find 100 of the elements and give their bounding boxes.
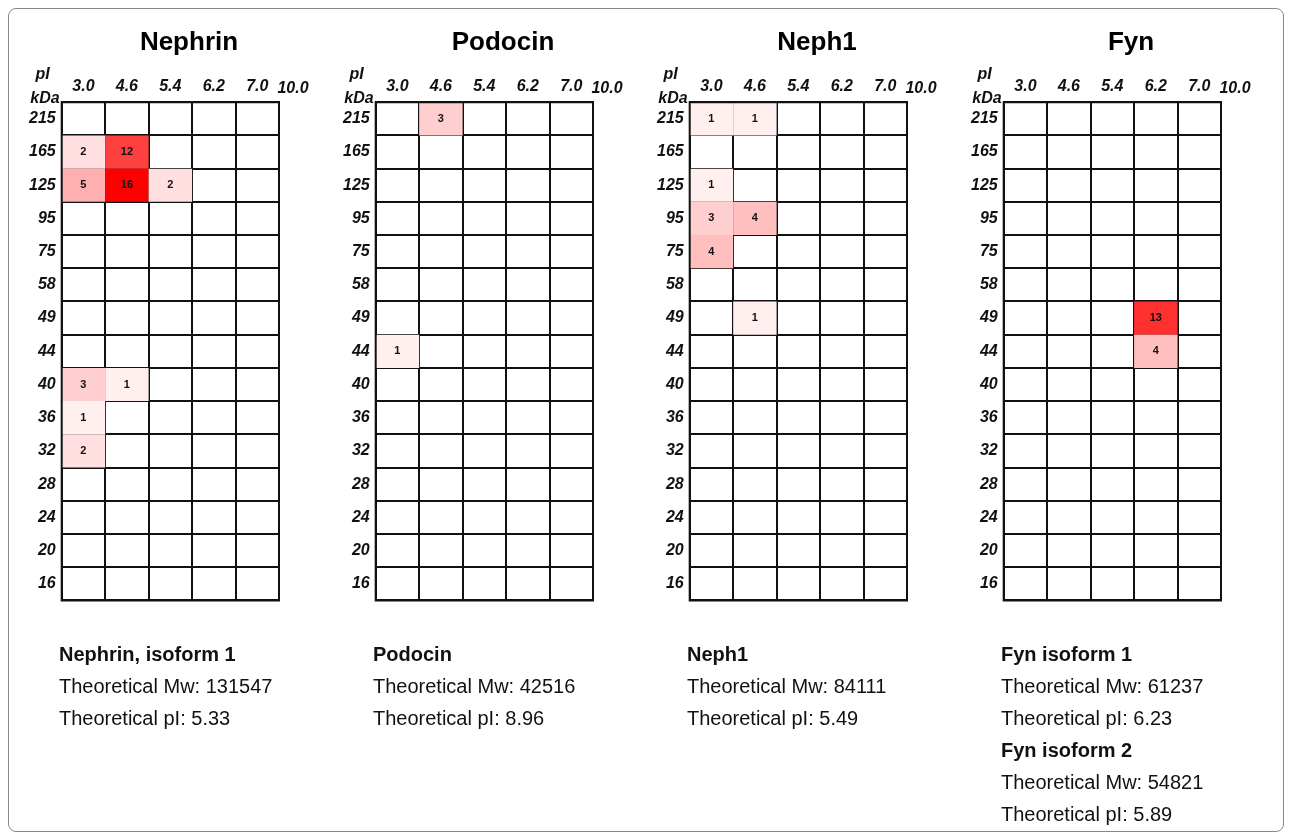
y-tick-label: 75: [665, 242, 685, 260]
chart-title: Podocin: [450, 25, 556, 58]
y-tick-label: 215: [969, 109, 999, 127]
text: Nephrin, isoform 1: [59, 642, 237, 667]
y-tick-label: 36: [665, 408, 684, 426]
text: Theoretical pI: 8.96: [373, 706, 546, 731]
x-tick-label: 5.4: [159, 77, 182, 95]
text: Theoretical Mw: 54821: [1001, 770, 1204, 795]
x-tick-label: 6.2: [1144, 77, 1168, 95]
y-tick-label: 16: [665, 574, 684, 592]
y-tick-label: 75: [37, 242, 57, 260]
text: Fyn isoform 2: [1001, 738, 1134, 763]
x-axis-title: pI: [976, 64, 993, 82]
y-tick-label: 125: [656, 175, 685, 193]
x-tick-label: 4.6: [1056, 77, 1081, 95]
data-label: 1: [80, 410, 87, 423]
data-label: 2: [80, 145, 87, 158]
data-label: 4: [1152, 344, 1160, 357]
data-label: 12: [120, 145, 134, 158]
y-tick-label: 49: [664, 308, 684, 326]
x-tick-label: 3.0: [700, 77, 723, 95]
data-label: 1: [708, 111, 715, 124]
x-tick-label: 7.0: [874, 77, 897, 95]
data-label: 1: [123, 377, 130, 390]
y-tick-label: 36: [351, 408, 370, 426]
y-tick-label: 24: [350, 507, 370, 525]
y-axis-title: kDa: [658, 88, 688, 106]
y-tick-label: 24: [36, 507, 56, 525]
text: Neph1: [687, 642, 750, 667]
y-tick-label: 24: [978, 507, 998, 525]
x-axis-title: pI: [34, 64, 51, 82]
y-tick-label: 28: [978, 474, 998, 492]
x-tick-label: 3.0: [72, 77, 95, 95]
chart-title: Fyn: [1106, 25, 1156, 58]
y-tick-label: 16: [979, 574, 998, 592]
y-axis-title: kDa: [344, 88, 374, 106]
y-tick-label: 58: [37, 275, 56, 293]
y-tick-label: 32: [665, 441, 684, 459]
y-tick-label: 58: [979, 275, 998, 293]
y-tick-label: 165: [342, 142, 371, 160]
y-tick-label: 32: [351, 441, 370, 459]
y-tick-label: 49: [36, 308, 56, 326]
data-label: 5: [80, 178, 87, 191]
text: Theoretical pI: 5.89: [1001, 802, 1174, 827]
y-tick-label: 44: [664, 341, 684, 359]
x-tick-label: 3.0: [386, 77, 409, 95]
y-tick-label: 125: [342, 175, 371, 193]
x-tick-label: 4.6: [114, 77, 139, 95]
y-tick-label: 125: [970, 175, 999, 193]
y-tick-label: 36: [979, 408, 998, 426]
y-tick-label: 215: [27, 109, 57, 127]
text: Theoretical pI: 6.23: [1001, 706, 1174, 731]
y-tick-label: 36: [37, 408, 56, 426]
y-tick-label: 49: [350, 308, 370, 326]
x-axis-title: pI: [662, 64, 679, 82]
y-tick-label: 215: [655, 109, 685, 127]
y-tick-label: 44: [978, 341, 998, 359]
text: Podocin: [373, 642, 453, 667]
y-tick-label: 28: [36, 474, 56, 492]
y-tick-label: 44: [36, 341, 56, 359]
y-tick-label: 40: [664, 374, 684, 392]
data-label: 3: [437, 111, 444, 124]
data-label: 13: [1149, 311, 1162, 324]
text: Theoretical Mw: 61237: [1001, 674, 1204, 699]
data-label: 4: [708, 244, 716, 257]
text: Theoretical pI: 5.33: [59, 706, 232, 731]
y-tick-label: 28: [350, 474, 370, 492]
x-axis-title: pI: [348, 64, 365, 82]
x-tick-label: 6.2: [516, 77, 540, 95]
y-tick-label: 20: [664, 540, 684, 558]
x-tick-label: 6.2: [830, 77, 854, 95]
y-tick-label: 215: [341, 109, 371, 127]
y-tick-label: 165: [970, 142, 999, 160]
y-tick-label: 32: [37, 441, 56, 459]
y-tick-label: 16: [351, 574, 370, 592]
y-tick-label: 75: [351, 242, 371, 260]
x-tick-label: 7.0: [1188, 77, 1211, 95]
data-label: 1: [394, 344, 401, 357]
data-label: 1: [751, 311, 758, 324]
chart-title: Neph1: [776, 25, 858, 58]
y-tick-label: 75: [979, 242, 999, 260]
y-tick-label: 28: [664, 474, 684, 492]
x-tick-label: 4.6: [742, 77, 767, 95]
x-tick-label: 5.4: [1101, 77, 1124, 95]
y-tick-label: 95: [37, 208, 57, 226]
text: 10.0: [277, 78, 309, 96]
text: Fyn isoform 1: [1001, 642, 1134, 667]
y-tick-label: 40: [350, 374, 370, 392]
text: 10.0: [1219, 78, 1251, 96]
y-tick-label: 20: [978, 540, 998, 558]
data-label: 3: [80, 377, 87, 390]
y-tick-label: 49: [978, 308, 998, 326]
data-label: 16: [120, 178, 134, 191]
y-tick-label: 95: [351, 208, 371, 226]
y-tick-label: 32: [979, 441, 998, 459]
y-tick-label: 95: [665, 208, 685, 226]
y-tick-label: 44: [350, 341, 370, 359]
text: 10.0: [591, 78, 623, 96]
y-tick-label: 165: [28, 142, 57, 160]
data-label: 1: [751, 111, 758, 124]
